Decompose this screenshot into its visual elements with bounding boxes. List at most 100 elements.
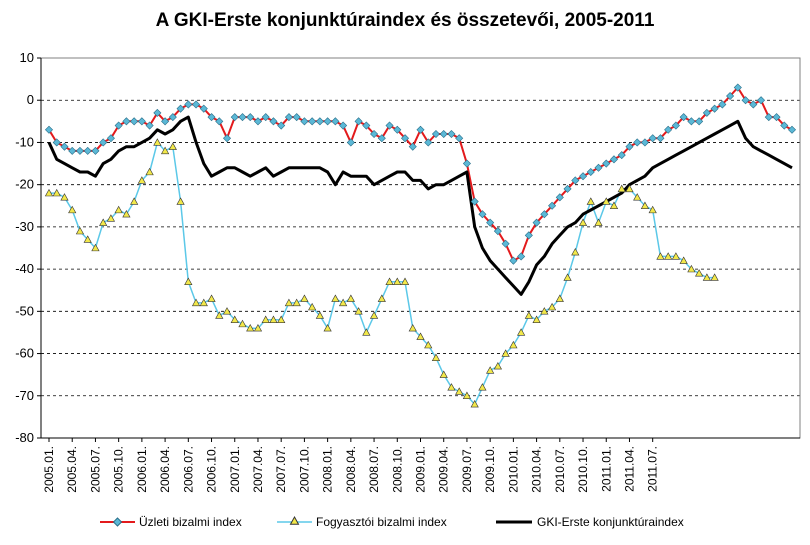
data-point bbox=[215, 311, 224, 319]
y-tick-label: -20 bbox=[15, 177, 34, 192]
data-point bbox=[563, 184, 572, 193]
data-point bbox=[524, 311, 533, 319]
data-point bbox=[671, 252, 681, 260]
y-tick-label: -30 bbox=[15, 219, 34, 234]
data-point bbox=[331, 117, 340, 126]
data-point bbox=[447, 383, 456, 391]
data-point bbox=[207, 294, 216, 302]
data-point bbox=[416, 332, 425, 340]
data-point bbox=[664, 252, 673, 260]
data-point bbox=[563, 273, 572, 281]
data-point bbox=[184, 100, 193, 109]
data-point bbox=[153, 138, 162, 146]
x-tick-label: 2008.07. bbox=[367, 446, 381, 493]
data-point bbox=[710, 273, 719, 281]
x-tick-label: 2011.04. bbox=[622, 446, 636, 492]
x-tick-label: 2007.10. bbox=[297, 446, 311, 493]
data-point bbox=[718, 100, 727, 109]
legend-business-label: Üzleti bizalmi index bbox=[139, 515, 242, 529]
data-point bbox=[130, 117, 139, 126]
x-tick-label: 2010.07. bbox=[553, 446, 567, 493]
data-point bbox=[191, 298, 201, 307]
data-point bbox=[764, 113, 773, 122]
axes bbox=[40, 57, 801, 439]
data-point bbox=[671, 121, 680, 130]
data-point bbox=[192, 100, 201, 109]
data-point bbox=[617, 184, 626, 193]
x-tick-label: 2009.04. bbox=[437, 446, 451, 493]
data-point bbox=[648, 205, 657, 214]
data-point bbox=[509, 340, 518, 349]
data-point bbox=[215, 117, 224, 126]
data-point bbox=[602, 159, 611, 168]
data-point bbox=[416, 125, 425, 134]
legend: Üzleti bizalmi index Fogyasztói bizalmi … bbox=[100, 515, 684, 529]
chart-title: A GKI-Erste konjunktúraindex és összetev… bbox=[156, 10, 655, 31]
data-point bbox=[571, 248, 580, 256]
data-point bbox=[509, 256, 518, 265]
data-point bbox=[679, 113, 688, 122]
data-point bbox=[532, 315, 541, 323]
data-point bbox=[524, 231, 533, 240]
data-point bbox=[369, 311, 379, 319]
data-point bbox=[75, 146, 84, 155]
data-point bbox=[455, 387, 464, 395]
data-point bbox=[656, 252, 665, 260]
x-tick-label: 2005.10. bbox=[112, 446, 126, 493]
data-point bbox=[664, 125, 673, 134]
data-point bbox=[99, 218, 108, 226]
data-point bbox=[470, 400, 479, 408]
legend-item-business: Üzleti bizalmi index bbox=[100, 515, 242, 529]
x-tick-label: 2009.10. bbox=[483, 446, 497, 493]
data-point bbox=[68, 205, 77, 214]
data-point bbox=[586, 167, 595, 177]
grid bbox=[41, 99, 800, 397]
data-point bbox=[377, 294, 386, 302]
x-tick-label: 2005.04. bbox=[65, 446, 79, 493]
data-point bbox=[702, 108, 711, 117]
data-point bbox=[284, 298, 294, 307]
data-point bbox=[137, 117, 146, 126]
data-point bbox=[594, 218, 603, 226]
data-point bbox=[548, 201, 557, 210]
data-point bbox=[176, 197, 185, 205]
data-point bbox=[462, 391, 472, 399]
data-point bbox=[478, 383, 487, 391]
data-point bbox=[199, 298, 208, 307]
data-point bbox=[439, 129, 448, 139]
x-tick-label: 2008.01. bbox=[321, 446, 335, 493]
data-point bbox=[555, 193, 564, 202]
x-tick-label: 2010.01. bbox=[506, 446, 520, 493]
data-point bbox=[400, 277, 410, 285]
data-point bbox=[308, 302, 317, 311]
data-point bbox=[586, 197, 595, 205]
data-point bbox=[269, 315, 278, 323]
data-point bbox=[315, 311, 324, 319]
data-point bbox=[60, 193, 69, 201]
data-point bbox=[122, 210, 131, 218]
x-tick-label: 2006.01. bbox=[135, 446, 149, 493]
data-point bbox=[424, 340, 433, 349]
data-point bbox=[609, 201, 619, 209]
legend-item-gki: GKI-Erste konjunktúraindex bbox=[496, 515, 684, 529]
data-point bbox=[780, 121, 789, 130]
data-point bbox=[687, 264, 696, 273]
x-tick-label: 2006.10. bbox=[205, 446, 219, 493]
data-point bbox=[106, 134, 115, 143]
data-point bbox=[517, 328, 526, 336]
x-tick-label: 2005.01. bbox=[42, 446, 56, 493]
data-point bbox=[91, 146, 100, 155]
y-tick-label: -40 bbox=[15, 261, 34, 276]
data-point bbox=[292, 113, 301, 122]
data-point bbox=[99, 138, 108, 147]
data-point bbox=[238, 319, 247, 328]
data-point bbox=[68, 146, 77, 155]
data-point bbox=[362, 121, 371, 130]
x-tick-label: 2009.07. bbox=[460, 446, 474, 493]
data-point bbox=[517, 252, 526, 261]
data-point bbox=[648, 134, 657, 143]
data-point bbox=[617, 151, 626, 160]
data-point bbox=[578, 218, 588, 226]
legend-item-consumer: Fogyasztói bizalmi index bbox=[277, 515, 447, 529]
